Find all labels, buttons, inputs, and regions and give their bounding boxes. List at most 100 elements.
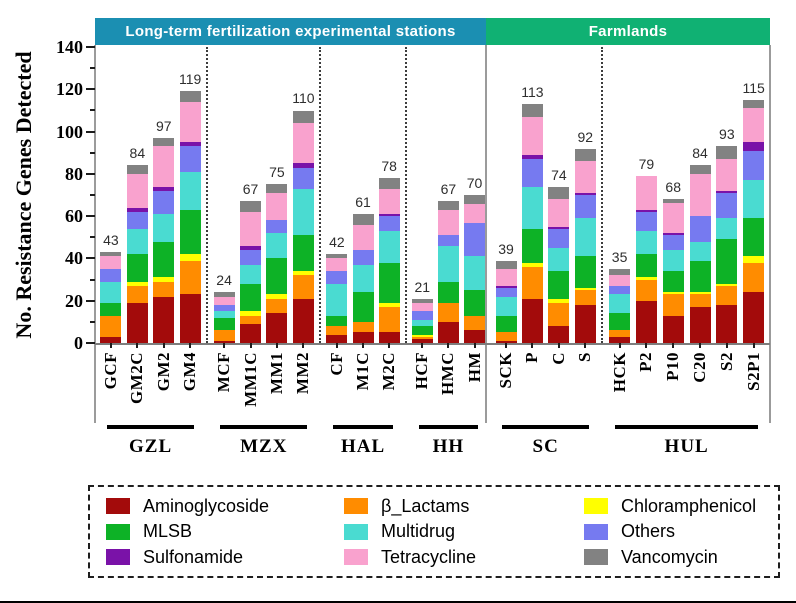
segment-Sulfonamide	[662, 233, 684, 236]
bar-GM2C: 84 GM2C	[126, 47, 148, 404]
segment-Tetracycline	[326, 258, 348, 272]
bar-S2: 93 S2	[716, 47, 738, 371]
segment-β_Lactams	[743, 262, 765, 293]
bar-stack-MM1	[266, 184, 288, 343]
legend-item-Multidrug: Multidrug	[344, 521, 584, 542]
segment-Vancomycin	[609, 269, 631, 276]
bar-total-MCF: 24	[216, 272, 232, 289]
segment-MLSB	[352, 292, 374, 322]
bar-GCF: 43 GCF	[100, 47, 122, 389]
group-footer-HUL: HUL	[611, 425, 762, 458]
group-name-HAL: HAL	[340, 436, 386, 457]
segment-Sulfonamide	[153, 186, 175, 191]
plot-right-spine	[769, 45, 771, 423]
legend-label: Chloramphenicol	[621, 495, 757, 516]
segment-Multidrug	[464, 256, 485, 291]
segment-Multidrug	[378, 231, 400, 263]
segment-MLSB	[240, 283, 262, 312]
stations-farmlands-divider	[485, 45, 487, 423]
segment-Chloramphenicol	[635, 277, 657, 280]
segment-Chloramphenicol	[574, 288, 596, 291]
segment-β_Lactams	[464, 315, 485, 331]
segment-Aminoglycoside	[716, 304, 738, 343]
segment-Tetracycline	[240, 211, 262, 246]
segment-MLSB	[179, 209, 201, 255]
segment-Multidrug	[153, 214, 175, 242]
segment-Multidrug	[495, 296, 517, 316]
bar-total-P2: 79	[638, 155, 655, 172]
segment-Others	[292, 167, 314, 189]
bar-S2P1: 115 S2P1	[742, 47, 765, 391]
x-tick	[618, 343, 621, 348]
bar-HM: 70 HM	[464, 47, 485, 382]
segment-Tetracycline	[411, 302, 433, 312]
y-tick-label-40: 40	[65, 248, 83, 269]
x-label-GM2: GM2	[153, 352, 173, 392]
bar-stack-C20	[689, 165, 711, 343]
bar-stack-SCK	[495, 260, 517, 343]
x-label-CF: CF	[326, 352, 346, 376]
segment-Chloramphenicol	[378, 302, 400, 308]
bar-total-MM2: 110	[292, 90, 315, 107]
x-label-S2: S2	[716, 352, 736, 371]
segment-Vancomycin	[213, 292, 235, 297]
legend-item-Vancomycin: Vancomycin	[584, 547, 768, 568]
bar-stack-MCF	[213, 292, 235, 343]
segment-Aminoglycoside	[100, 336, 122, 343]
segment-β_Lactams	[574, 290, 596, 305]
segment-Aminoglycoside	[352, 332, 374, 343]
group-footer-HAL: HAL	[329, 425, 396, 458]
group-separator-dotted	[601, 47, 604, 343]
segment-Sulfonamide	[743, 142, 765, 151]
segment-Multidrug	[292, 188, 314, 236]
segment-MLSB	[743, 218, 765, 257]
group-underline	[502, 425, 590, 429]
group-footer-HH: HH	[415, 425, 482, 458]
legend-label: Aminoglycoside	[143, 495, 270, 516]
segment-Others	[179, 146, 201, 172]
segment-Others	[521, 159, 543, 187]
bar-stack-S2	[716, 146, 738, 343]
segment-β_Lactams	[352, 321, 374, 333]
bar-stack-S2P1	[743, 99, 765, 343]
group-underline	[220, 425, 308, 429]
segment-MLSB	[378, 262, 400, 303]
y-tick-label-140: 140	[56, 37, 83, 57]
segment-β_Lactams	[179, 260, 201, 295]
segment-Vancomycin	[326, 254, 348, 259]
segment-Aminoglycoside	[266, 313, 288, 343]
segment-Chloramphenicol	[240, 311, 262, 316]
segment-β_Lactams	[411, 336, 433, 339]
x-tick	[302, 343, 305, 348]
segment-Vancomycin	[411, 298, 433, 303]
bar-total-C: 74	[551, 166, 567, 183]
bar-C: 74 C	[548, 47, 570, 365]
x-label-M1C: M1C	[353, 352, 373, 391]
segment-Others	[574, 195, 596, 219]
segment-Vancomycin	[100, 252, 122, 257]
segment-Aminoglycoside	[411, 338, 433, 343]
bar-total-GM4: 119	[179, 71, 202, 88]
bar-stack-MM1C	[240, 201, 262, 343]
segment-Tetracycline	[609, 275, 631, 286]
segment-Chloramphenicol	[689, 292, 711, 295]
bar-total-P: 113	[521, 84, 544, 101]
segment-Multidrug	[179, 171, 201, 210]
x-tick	[335, 343, 338, 348]
segment-Tetracycline	[521, 116, 543, 155]
bar-total-S: 92	[577, 128, 594, 145]
bar-total-SCK: 39	[498, 240, 514, 257]
y-axis-title: No. Resistance Genes Detected	[11, 51, 36, 339]
segment-MLSB	[100, 302, 122, 316]
segment-β_Lactams	[716, 285, 738, 305]
x-tick	[223, 343, 226, 348]
group-separator-dotted	[319, 47, 322, 343]
bar-stack-HCK	[609, 269, 631, 343]
bar-GM4: 119 GM4	[179, 47, 202, 391]
bar-total-HMC: 67	[440, 181, 457, 198]
x-tick	[473, 343, 476, 348]
y-tick-label-60: 60	[65, 206, 83, 227]
legend-item-Chloramphenicol: Chloramphenicol	[584, 496, 768, 517]
bar-stack-HMC	[437, 201, 459, 343]
